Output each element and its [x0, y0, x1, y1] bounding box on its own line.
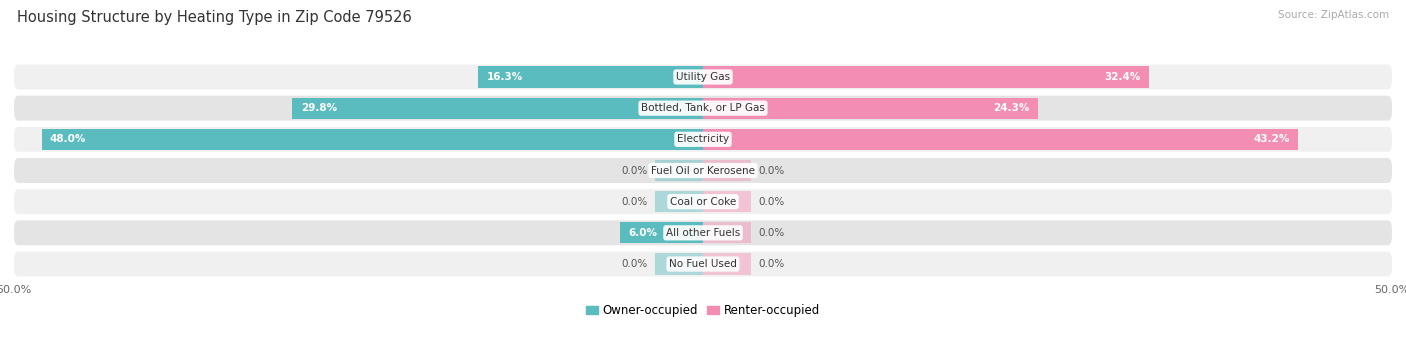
Text: 24.3%: 24.3%	[993, 103, 1029, 113]
Text: Utility Gas: Utility Gas	[676, 72, 730, 82]
Bar	[703, 160, 751, 181]
Text: Bottled, Tank, or LP Gas: Bottled, Tank, or LP Gas	[641, 103, 765, 113]
FancyBboxPatch shape	[14, 64, 1392, 89]
FancyBboxPatch shape	[14, 96, 1392, 121]
Bar	[620, 222, 703, 243]
Text: Coal or Coke: Coal or Coke	[669, 197, 737, 207]
Text: 43.2%: 43.2%	[1254, 134, 1289, 144]
Text: 0.0%: 0.0%	[758, 197, 785, 207]
Text: Housing Structure by Heating Type in Zip Code 79526: Housing Structure by Heating Type in Zip…	[17, 10, 412, 25]
Text: 6.0%: 6.0%	[628, 228, 658, 238]
Text: No Fuel Used: No Fuel Used	[669, 259, 737, 269]
Bar	[703, 66, 1150, 88]
Bar	[703, 253, 751, 275]
Text: Fuel Oil or Kerosene: Fuel Oil or Kerosene	[651, 165, 755, 176]
FancyBboxPatch shape	[14, 189, 1392, 214]
Bar	[42, 129, 703, 150]
Text: 32.4%: 32.4%	[1105, 72, 1142, 82]
Bar	[478, 66, 703, 88]
Legend: Owner-occupied, Renter-occupied: Owner-occupied, Renter-occupied	[581, 299, 825, 322]
FancyBboxPatch shape	[14, 252, 1392, 277]
FancyBboxPatch shape	[14, 158, 1392, 183]
Text: Source: ZipAtlas.com: Source: ZipAtlas.com	[1278, 10, 1389, 20]
Text: 0.0%: 0.0%	[758, 165, 785, 176]
Text: 29.8%: 29.8%	[301, 103, 337, 113]
Bar	[703, 98, 1038, 119]
Bar	[655, 253, 703, 275]
Text: 0.0%: 0.0%	[621, 259, 648, 269]
Text: All other Fuels: All other Fuels	[666, 228, 740, 238]
FancyBboxPatch shape	[14, 220, 1392, 245]
Text: 0.0%: 0.0%	[758, 228, 785, 238]
Bar	[703, 222, 751, 243]
FancyBboxPatch shape	[14, 127, 1392, 152]
Text: 16.3%: 16.3%	[486, 72, 523, 82]
Bar	[655, 191, 703, 212]
Bar	[655, 160, 703, 181]
Bar	[292, 98, 703, 119]
Bar	[703, 191, 751, 212]
Text: Electricity: Electricity	[676, 134, 730, 144]
Text: 48.0%: 48.0%	[49, 134, 86, 144]
Text: 0.0%: 0.0%	[621, 197, 648, 207]
Bar	[703, 129, 1298, 150]
Text: 0.0%: 0.0%	[621, 165, 648, 176]
Text: 0.0%: 0.0%	[758, 259, 785, 269]
